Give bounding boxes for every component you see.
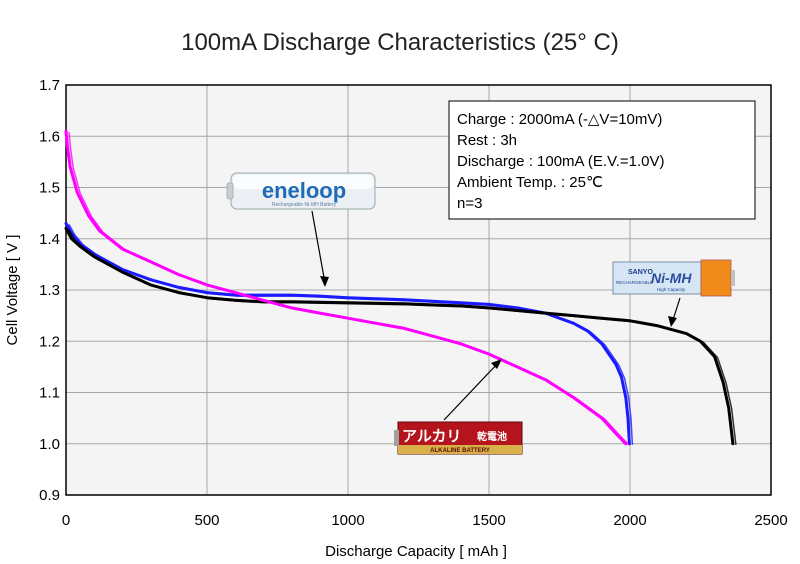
series-line-sanyo-trace2 xyxy=(68,229,737,445)
alkaline-main2-text: 乾電池 xyxy=(477,430,507,443)
series-group xyxy=(64,129,737,446)
y-tick-label: 0.9 xyxy=(39,487,60,504)
eneloop-brand-text: eneloop xyxy=(262,178,346,203)
sanyo-type-text: Ni-MH xyxy=(651,270,692,286)
alkaline-main-text: アルカリ xyxy=(402,428,461,445)
x-axis: 0 500 1000 1500 2000 2500 xyxy=(62,512,788,529)
sanyo-pointer-arrow xyxy=(668,316,677,327)
alkaline-pointer xyxy=(443,361,500,421)
sanyo-brand-text: SANYO xyxy=(628,269,653,276)
y-tick-label: 1.7 xyxy=(39,77,60,94)
chart-title: 100mA Discharge Characteristics (25° C) xyxy=(181,29,619,56)
sanyo-nimh-battery-image: SANYO RECHARGEABLE Ni-MH High Capacity xyxy=(612,259,735,297)
y-tick-label: 1.1 xyxy=(39,385,60,402)
alkaline-sub-text: ALKALINE BATTERY xyxy=(430,448,490,454)
eneloop-battery-image: eneloop Rechargeable Ni-MH Battery xyxy=(226,172,376,210)
y-tick-label: 1.2 xyxy=(39,333,60,350)
y-tick-label: 1.0 xyxy=(39,436,60,453)
y-tick-label: 1.4 xyxy=(39,231,60,248)
eneloop-pointer-arrow xyxy=(320,276,329,287)
condition-line-n: n=3 xyxy=(457,195,482,212)
sanyo-cap-text: High Capacity xyxy=(657,287,686,292)
alkaline-pointer-arrow xyxy=(491,359,502,369)
y-axis-label: Cell Voltage [ V ] xyxy=(4,235,21,346)
alkaline-battery-image: アルカリ 乾電池 ALKALINE BATTERY xyxy=(394,421,523,455)
condition-box: Charge : 2000mA (-△V=10mV) Rest : 3h Dis… xyxy=(448,100,756,220)
x-tick-label: 1000 xyxy=(331,512,364,529)
condition-box-frame xyxy=(448,100,756,220)
condition-line-discharge: Discharge : 100mA (E.V.=1.0V) xyxy=(457,153,664,170)
condition-line-charge: Charge : 2000mA (-△V=10mV) xyxy=(457,111,662,128)
series-line-alkaline-trace2 xyxy=(68,132,630,446)
x-tick-label: 1500 xyxy=(472,512,505,529)
y-tick-label: 1.3 xyxy=(39,282,60,299)
eneloop-sub-text: Rechargeable Ni-MH Battery xyxy=(272,202,336,208)
x-tick-label: 2500 xyxy=(754,512,787,529)
eneloop-pointer xyxy=(311,210,326,284)
series-line-eneloop-trace2 xyxy=(68,224,634,445)
y-axis: 0.9 1.0 1.1 1.2 1.3 1.4 1.5 1.6 1.7 xyxy=(39,77,60,504)
y-tick-label: 1.6 xyxy=(39,128,60,145)
condition-line-rest: Rest : 3h xyxy=(457,132,517,149)
condition-line-temp: Ambient Temp. : 25℃ xyxy=(457,174,603,191)
sanyo-rechargeable-text: RECHARGEABLE xyxy=(616,280,653,285)
x-axis-label: Discharge Capacity [ mAh ] xyxy=(325,543,507,560)
y-tick-label: 1.5 xyxy=(39,180,60,197)
x-tick-label: 2000 xyxy=(613,512,646,529)
x-tick-label: 500 xyxy=(194,512,219,529)
plot-frame xyxy=(65,84,772,496)
x-tick-label: 0 xyxy=(62,512,70,529)
